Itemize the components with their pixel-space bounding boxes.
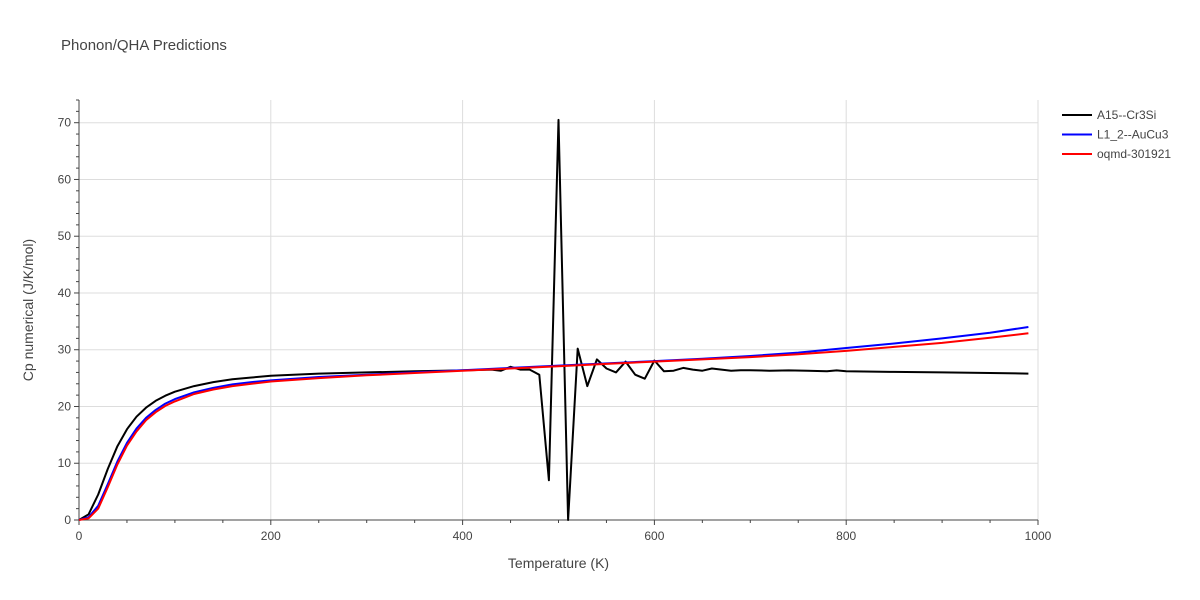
legend-label: oqmd-301921 [1097,147,1171,161]
y-tick-label: 0 [64,513,71,527]
y-tick-label: 30 [58,343,72,357]
x-tick-label: 800 [836,529,856,543]
legend-label: L1_2--AuCu3 [1097,128,1169,142]
y-tick-label: 20 [58,399,72,413]
y-axis-label: Cp numerical (J/K/mol) [20,239,36,381]
legend: A15--Cr3Si L1_2--AuCu3 oqmd-301921 [1062,108,1171,161]
series-line-1 [78,118,1029,521]
grid [79,100,1039,520]
x-tick-label: 200 [261,529,281,543]
y-tick-label: 70 [58,116,72,130]
x-tick-label: 0 [76,529,83,543]
legend-label: A15--Cr3Si [1097,108,1156,122]
y-tick-label: 50 [58,229,72,243]
y-tick-label: 40 [58,286,72,300]
axes: 0 200 400 600 800 1000 0 10 20 30 40 50 60 70 [58,99,1052,543]
x-tick-label: 400 [453,529,473,543]
series-line-3 [78,332,1029,521]
series-line-2 [78,326,1029,521]
x-axis-label: Temperature (K) [508,555,609,571]
x-tick-label: 600 [644,529,664,543]
chart-title: Phonon/QHA Predictions [61,37,227,54]
plot-area [78,118,1029,521]
y-tick-label: 60 [58,172,72,186]
y-tick-label: 10 [58,456,72,470]
x-tick-label: 1000 [1025,529,1052,543]
